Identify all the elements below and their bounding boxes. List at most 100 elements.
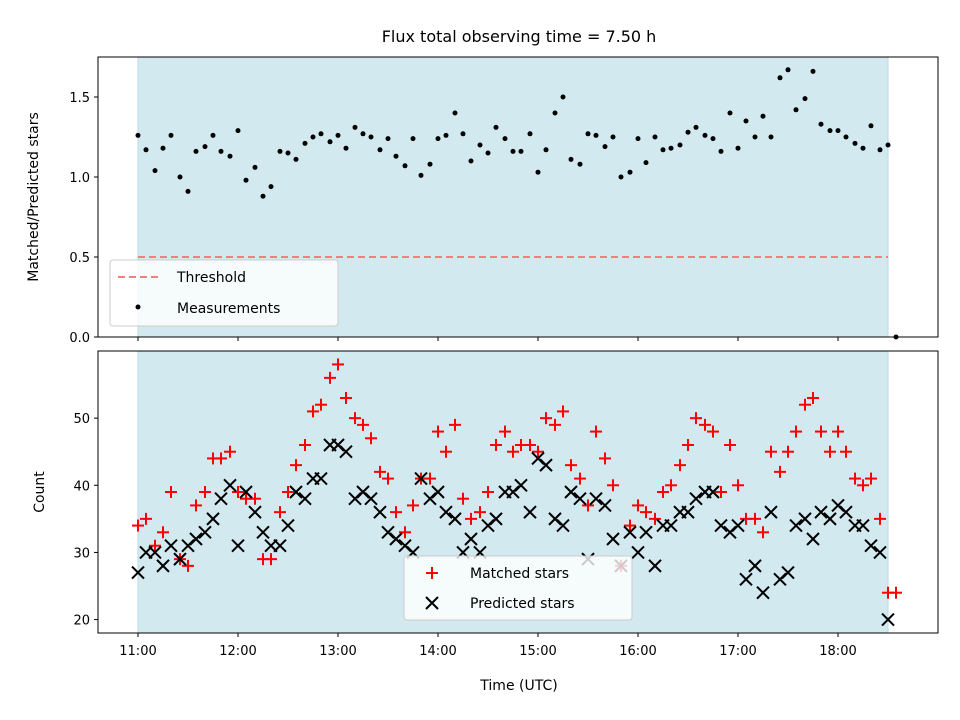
top-point	[669, 146, 674, 151]
top-point	[494, 125, 499, 130]
top-point	[744, 119, 749, 124]
top-point	[711, 136, 716, 141]
bottom-xtick-label: 18:00	[819, 644, 856, 659]
top-point	[478, 143, 483, 148]
top-point	[444, 133, 449, 138]
bottom-xtick-label: 15:00	[519, 644, 556, 659]
threshold-legend-label: Threshold	[176, 270, 246, 286]
top-point	[519, 149, 524, 154]
bottom-xtick-label: 16:00	[619, 644, 656, 659]
top-point	[619, 175, 624, 180]
bottom-xtick-label: 11:00	[119, 644, 156, 659]
top-point	[761, 114, 766, 119]
top-point	[736, 146, 741, 151]
top-point	[344, 146, 349, 151]
top-point	[611, 135, 616, 140]
top-point	[778, 75, 783, 80]
top-point	[828, 128, 833, 133]
bottom-ylabel: Count	[32, 471, 48, 513]
top-point	[753, 135, 758, 140]
top-point	[594, 133, 599, 138]
top-point	[553, 111, 558, 116]
top-point	[653, 135, 658, 140]
top-point	[336, 133, 341, 138]
top-point	[794, 107, 799, 112]
top-point	[369, 135, 374, 140]
top-point	[578, 162, 583, 167]
top-point	[386, 136, 391, 141]
top-point	[569, 157, 574, 162]
bottom-xtick-label: 13:00	[319, 644, 356, 659]
top-point	[636, 136, 641, 141]
top-point	[586, 131, 591, 136]
bottom-ytick-label: 40	[73, 479, 90, 494]
matched-legend-label: Matched stars	[470, 566, 569, 582]
top-ytick-label: 1.0	[69, 171, 90, 186]
top-point	[819, 122, 824, 127]
top-point	[678, 143, 683, 148]
top-point	[803, 96, 808, 101]
top-point	[269, 184, 274, 189]
top-point	[486, 151, 491, 156]
top-point	[303, 141, 308, 146]
top-point	[436, 136, 441, 141]
figure: Flux total observing time = 7.50 h Match…	[0, 0, 960, 720]
top-ytick-label: 0.5	[69, 251, 90, 266]
top-point	[628, 170, 633, 175]
top-point	[261, 194, 266, 199]
bottom-xtick-label: 17:00	[719, 644, 756, 659]
top-point	[861, 146, 866, 151]
top-point	[428, 162, 433, 167]
bottom-xtick-label: 12:00	[219, 644, 256, 659]
top-point	[786, 67, 791, 72]
top-point	[378, 147, 383, 152]
top-point	[161, 146, 166, 151]
top-point	[703, 133, 708, 138]
top-ylabel: Matched/Predicted stars	[26, 112, 42, 282]
top-point	[536, 170, 541, 175]
top-point	[403, 163, 408, 168]
bottom-point	[890, 587, 902, 599]
top-point	[811, 69, 816, 74]
top-point	[461, 131, 466, 136]
top-point	[144, 147, 149, 152]
bottom-legend: Matched stars Predicted stars	[404, 556, 632, 620]
top-point	[278, 149, 283, 154]
top-point	[694, 125, 699, 130]
top-point	[469, 159, 474, 164]
top-point	[394, 154, 399, 159]
top-point	[886, 143, 891, 148]
top-point	[286, 151, 291, 156]
top-point	[203, 144, 208, 149]
top-point	[561, 95, 566, 100]
top-point	[253, 165, 258, 170]
top-point	[169, 133, 174, 138]
bottom-xtick-label: 14:00	[419, 644, 456, 659]
top-point	[153, 168, 158, 173]
measurements-legend-label: Measurements	[177, 301, 280, 317]
top-ytick-label: 1.5	[69, 91, 90, 106]
top-legend: Threshold Measurements	[110, 260, 338, 326]
top-point	[644, 160, 649, 165]
top-point	[294, 157, 299, 162]
top-point	[603, 144, 608, 149]
top-point	[228, 154, 233, 159]
top-point	[728, 111, 733, 116]
top-point	[186, 189, 191, 194]
top-point	[869, 123, 874, 128]
top-point	[503, 136, 508, 141]
top-point	[136, 133, 141, 138]
bottom-xlabel: Time (UTC)	[479, 678, 557, 694]
top-point	[411, 136, 416, 141]
chart-title: Flux total observing time = 7.50 h	[382, 27, 657, 46]
top-point	[178, 175, 183, 180]
top-point	[661, 147, 666, 152]
top-point	[219, 149, 224, 154]
predicted-legend-label: Predicted stars	[470, 596, 575, 612]
top-point	[194, 149, 199, 154]
top-ytick-label: 0.0	[69, 331, 90, 346]
measurements-legend-swatch	[136, 305, 141, 310]
top-point	[311, 135, 316, 140]
bottom-ytick-label: 50	[73, 412, 90, 427]
top-point	[719, 149, 724, 154]
